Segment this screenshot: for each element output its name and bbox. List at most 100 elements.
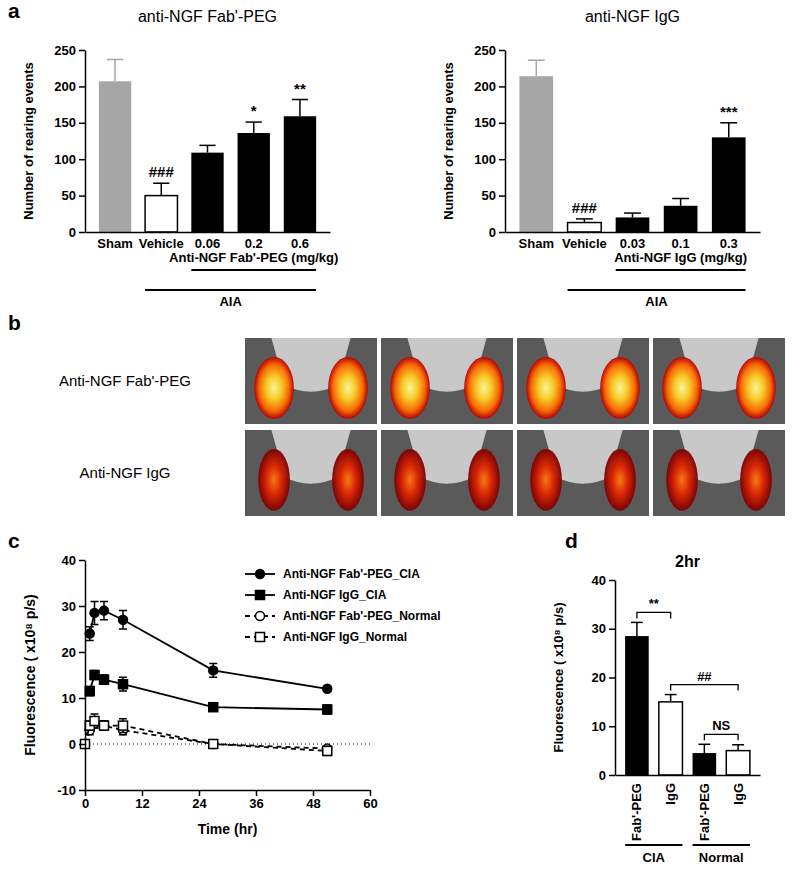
tick: 0 [489,225,505,240]
plot-area [625,622,750,775]
image [381,338,513,424]
tick: 40 [592,573,615,588]
tick-label: 10 [62,691,76,706]
error-bar [91,601,99,624]
paw-signal [390,357,430,419]
error-cap [720,122,737,124]
tick-label: 0 [599,768,606,783]
tick: 36 [249,790,263,811]
image-background [517,338,649,424]
tick-label: 100 [54,152,76,167]
marker [209,740,218,749]
error-bar [680,199,682,206]
tick: 50 [482,188,505,203]
error-bar [161,183,163,195]
tick: 0 [69,225,85,240]
error-bar [100,721,108,730]
bar [519,76,553,232]
tick: 40 [62,553,85,568]
tick-label: 50 [482,188,496,203]
image-background [245,338,377,424]
marker [323,684,332,693]
tick: 0 [69,737,85,752]
axis-line [505,51,507,233]
tick: 10 [62,691,85,706]
panel-label: d [565,529,578,552]
image-background [381,338,513,424]
bar [99,81,131,232]
error-cap [698,744,710,746]
axis-line [86,232,331,234]
tick-label: 30 [592,621,606,636]
paw-signal [394,449,426,511]
tick-mark [609,775,615,777]
image [653,430,785,516]
group-label: Normal [699,850,744,865]
marker [90,671,99,680]
tick: Sham [519,232,554,251]
group-line [145,289,316,291]
error-cap [528,59,545,61]
tick-label: 150 [474,115,496,130]
tick-label: Vehicle [139,236,184,251]
tick-label: Fab'-PEG [629,783,644,841]
tick-label: 0 [489,225,496,240]
legend-label: Anti-NGF Fab'-PEG_Normal [283,609,441,623]
paw-signal [530,449,562,511]
tick-label: Fab'-PEG [697,783,712,841]
paw-signal [464,357,504,419]
tick: 200 [54,79,85,94]
x-axis: Fab'-PEGIgGFab'-PEGIgG [616,775,761,841]
group-line [191,269,316,271]
tick-mark [370,790,372,796]
row-label: Anti-NGF Fab'-PEG [59,372,191,389]
series [85,670,332,714]
plot-area [519,60,745,232]
legend: Anti-NGF Fab'-PEG_CIAAnti-NGF IgG_CIAAnt… [245,567,441,644]
marker [209,703,218,712]
tick: Vehicle [562,232,607,251]
image-background [517,430,649,516]
bar [625,636,649,775]
tick-mark [142,790,144,796]
image [381,430,513,516]
tick-label: 0 [82,796,89,811]
tick: 0.2 [245,232,263,251]
significance-bracket [704,734,738,740]
paw-signal [600,357,640,419]
tick-label: 30 [62,599,76,614]
marker [100,721,109,730]
marker [85,687,94,696]
tick-mark [609,677,615,679]
legend-label: Anti-NGF IgG_CIA [283,588,387,602]
tick: 100 [54,152,85,167]
legend-marker [256,633,265,642]
chart-title: anti-NGF Fab'-PEG [138,8,277,25]
tick-mark [79,606,85,608]
paw-signal [736,357,776,419]
error-bar [86,687,94,696]
tick-label: 40 [592,573,606,588]
group-label: Anti-NGF IgG (mg/kg) [614,250,747,265]
error-bar [536,60,538,76]
error-bar [119,677,127,691]
bar [659,702,683,775]
error-cap [153,182,169,184]
marker [119,721,128,730]
tick-mark [79,744,85,746]
bar [568,223,602,232]
error-bar [100,675,108,684]
image [245,338,377,424]
tick-mark [499,195,505,197]
tick-mark [499,159,505,161]
y-axis-title: Fluorescence ( x10⁸ p/s) [551,603,566,753]
legend-marker [256,591,265,600]
error-cap [672,198,689,200]
tick-label: 48 [306,796,320,811]
marker [85,629,94,638]
error-bar [100,721,108,730]
tick-label: 0.03 [620,236,645,251]
annotation: NS [712,718,730,733]
tick: 0 [82,790,89,811]
annotation: *** [720,103,738,120]
